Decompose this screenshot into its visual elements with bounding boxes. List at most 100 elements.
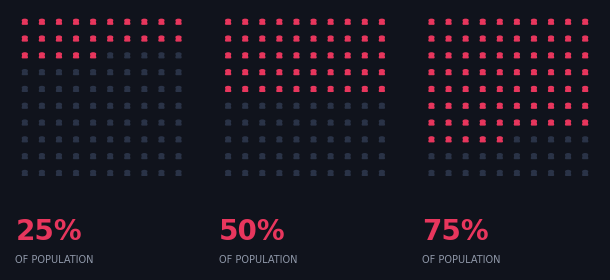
Polygon shape (583, 156, 588, 158)
Polygon shape (73, 72, 79, 74)
Polygon shape (260, 156, 265, 158)
Bar (245, 21, 246, 22)
Polygon shape (497, 39, 503, 41)
Circle shape (345, 103, 350, 106)
Bar (330, 38, 331, 39)
Circle shape (226, 154, 231, 156)
Polygon shape (226, 123, 231, 125)
Bar (93, 122, 94, 123)
Circle shape (514, 70, 519, 72)
Circle shape (74, 120, 79, 122)
Circle shape (429, 171, 434, 173)
Polygon shape (124, 123, 130, 125)
Polygon shape (583, 55, 588, 58)
Circle shape (429, 137, 434, 139)
Polygon shape (379, 123, 384, 125)
Circle shape (446, 103, 451, 106)
Polygon shape (56, 139, 62, 142)
Bar (93, 88, 94, 89)
Polygon shape (56, 72, 62, 74)
Polygon shape (548, 72, 554, 74)
Polygon shape (311, 22, 316, 24)
Bar (228, 88, 229, 89)
Polygon shape (22, 22, 27, 24)
Bar (59, 122, 60, 123)
Circle shape (91, 70, 96, 72)
Polygon shape (159, 123, 164, 125)
Circle shape (142, 19, 147, 22)
Polygon shape (379, 39, 384, 41)
Circle shape (446, 53, 451, 55)
Circle shape (362, 53, 367, 55)
Circle shape (497, 154, 502, 156)
Circle shape (379, 137, 384, 139)
Bar (482, 38, 483, 39)
Text: OF POPULATION: OF POPULATION (422, 255, 500, 265)
Circle shape (125, 19, 130, 22)
Circle shape (74, 137, 79, 139)
Polygon shape (124, 106, 130, 108)
Bar (279, 88, 280, 89)
Bar (296, 105, 297, 106)
Polygon shape (565, 39, 571, 41)
Polygon shape (90, 173, 96, 175)
Circle shape (176, 120, 181, 122)
Polygon shape (56, 123, 62, 125)
Polygon shape (260, 173, 265, 175)
Polygon shape (90, 123, 96, 125)
Polygon shape (446, 139, 451, 142)
Circle shape (142, 154, 147, 156)
Polygon shape (531, 39, 537, 41)
Circle shape (583, 171, 587, 173)
Polygon shape (124, 72, 130, 74)
Bar (24, 172, 26, 173)
Bar (567, 172, 569, 173)
Polygon shape (176, 156, 181, 158)
Polygon shape (124, 39, 130, 41)
Circle shape (446, 137, 451, 139)
Bar (330, 88, 331, 89)
Circle shape (159, 137, 164, 139)
Bar (381, 172, 382, 173)
Circle shape (40, 36, 45, 38)
Circle shape (463, 171, 468, 173)
Bar (41, 21, 43, 22)
Polygon shape (480, 173, 486, 175)
Polygon shape (22, 55, 27, 58)
Circle shape (565, 53, 570, 55)
Bar (93, 105, 94, 106)
Polygon shape (142, 106, 147, 108)
Bar (499, 122, 500, 123)
Bar (482, 21, 483, 22)
Circle shape (243, 70, 248, 72)
Polygon shape (22, 139, 27, 142)
Polygon shape (56, 55, 62, 58)
Bar (364, 88, 365, 89)
Circle shape (40, 171, 45, 173)
Bar (465, 21, 466, 22)
Polygon shape (362, 55, 367, 58)
Circle shape (480, 19, 485, 22)
Polygon shape (531, 55, 537, 58)
Circle shape (23, 53, 27, 55)
Polygon shape (176, 106, 181, 108)
Circle shape (40, 19, 45, 22)
Polygon shape (159, 139, 164, 142)
Polygon shape (226, 106, 231, 108)
Circle shape (379, 70, 384, 72)
Circle shape (379, 53, 384, 55)
Bar (161, 172, 162, 173)
Circle shape (565, 137, 570, 139)
Circle shape (345, 53, 350, 55)
Circle shape (125, 87, 130, 89)
Bar (550, 122, 551, 123)
Bar (161, 122, 162, 123)
Circle shape (548, 36, 553, 38)
Polygon shape (56, 89, 62, 91)
Polygon shape (22, 123, 27, 125)
Bar (516, 38, 517, 39)
Bar (381, 122, 382, 123)
Polygon shape (345, 106, 350, 108)
Circle shape (311, 154, 316, 156)
Polygon shape (107, 89, 113, 91)
